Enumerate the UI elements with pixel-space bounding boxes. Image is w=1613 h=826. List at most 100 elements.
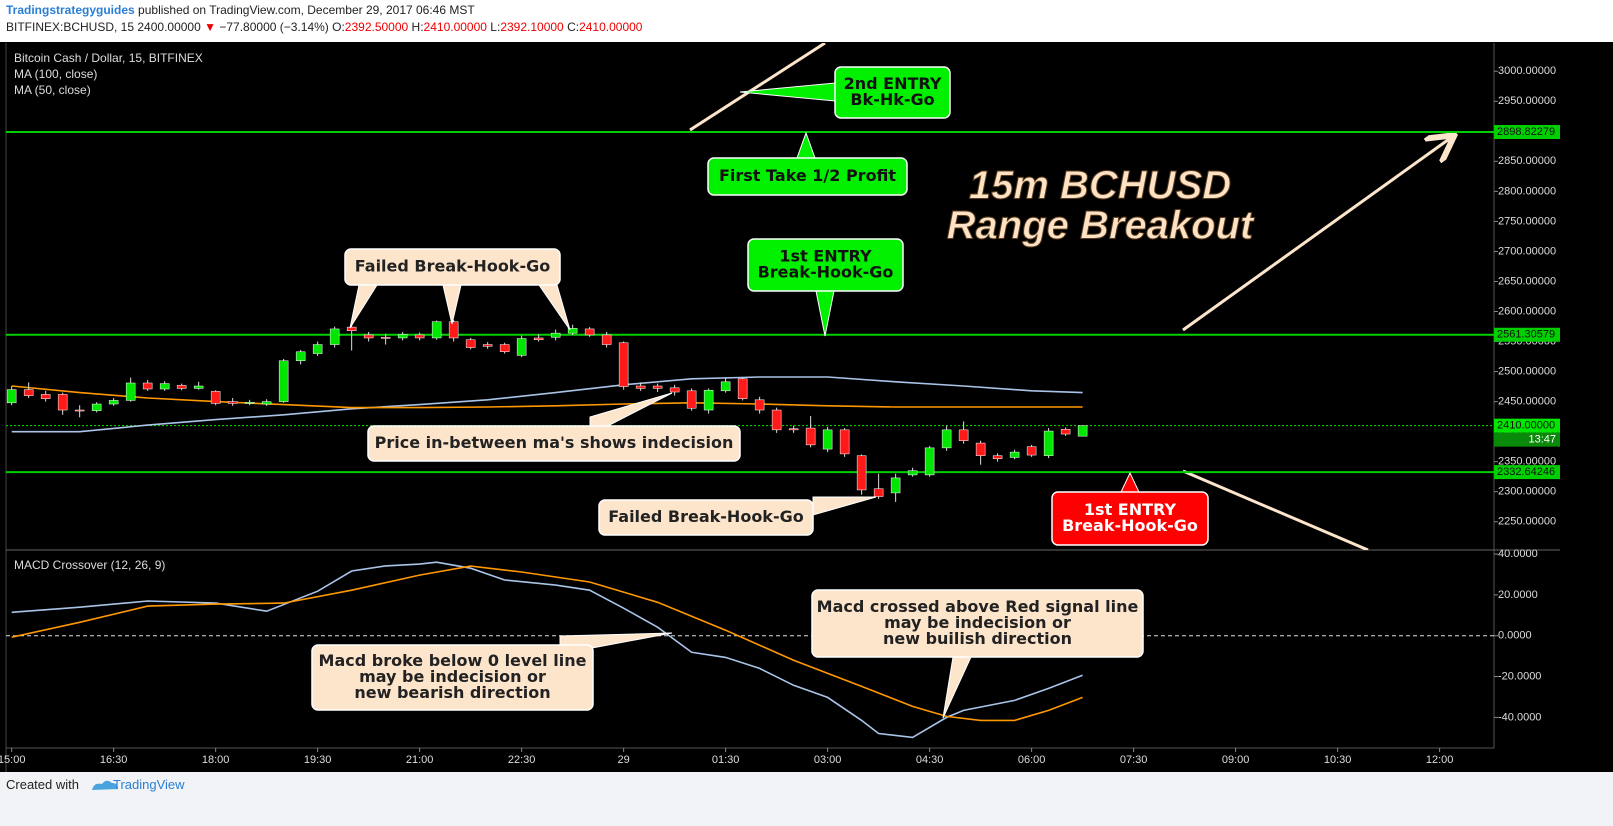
x-tick-label: 04:30: [916, 754, 944, 766]
ohlc-key: C:: [567, 20, 580, 34]
candle-body: [703, 389, 714, 411]
candle-body: [856, 455, 867, 491]
x-tick-label: 01:30: [712, 754, 740, 766]
trendline: [689, 43, 826, 132]
x-tick-label: 15:00: [0, 754, 25, 766]
candle-body: [108, 400, 119, 405]
candle-body: [941, 429, 952, 449]
callout-box: [598, 499, 814, 536]
candle-body: [261, 401, 272, 405]
candle-body: [516, 338, 527, 356]
callout-text: Failed Break-Hook-Go: [355, 257, 550, 276]
candle-body: [669, 387, 680, 393]
y-tick-label: 2600.00000: [1498, 305, 1556, 317]
price: 2400.00000: [137, 20, 201, 34]
callout-text: Failed Break-Hook-Go: [608, 507, 803, 526]
y-tick-label: 2300.00000: [1498, 486, 1556, 498]
candle-body: [958, 429, 969, 441]
level-label-box: [1494, 465, 1560, 480]
y-tick-label: 2950.00000: [1498, 95, 1556, 107]
candle-body: [533, 337, 544, 341]
level-label: 2561.30579: [1497, 329, 1555, 341]
published: published on TradingView.com, December 2…: [138, 3, 475, 17]
author-link[interactable]: Tradingstrategyguides: [6, 3, 135, 17]
callout-box: [747, 238, 904, 292]
candle-body: [465, 339, 476, 348]
candle-body: [176, 385, 187, 389]
candle-body: [448, 321, 459, 339]
y-tick-label: 40.0000: [1498, 548, 1538, 560]
candle-body: [839, 429, 850, 455]
candle-body: [380, 337, 391, 339]
candle-body: [550, 332, 561, 338]
candle-body: [635, 385, 646, 389]
candle-body: [907, 470, 918, 476]
candle-body: [40, 394, 51, 399]
candle-body: [23, 389, 34, 396]
x-tick-label: 10:30: [1324, 754, 1352, 766]
footer-background: [0, 772, 1613, 826]
last-price-box: [1494, 418, 1560, 433]
candle-body: [618, 342, 629, 387]
y-tick-label: 2500.00000: [1498, 365, 1556, 377]
y-tick-label: 2850.00000: [1498, 155, 1556, 167]
candle-body: [142, 382, 153, 390]
candle-body: [227, 401, 238, 404]
y-tick-label: 2700.00000: [1498, 245, 1556, 257]
candle-body: [91, 403, 102, 411]
x-tick-label: 22:30: [508, 754, 536, 766]
callout-text: Macd crossed above Red signal line: [817, 597, 1139, 616]
candle-body: [975, 442, 986, 456]
candle-body: [737, 378, 748, 399]
callout-text: new bearish direction: [354, 683, 550, 702]
legend-entry: MA (100, close): [14, 67, 97, 81]
candle-body: [873, 488, 884, 497]
callout-text: 1st ENTRY: [779, 247, 872, 266]
line-series: [11, 385, 1083, 409]
callout-text: 1st ENTRY: [1084, 500, 1177, 519]
callout-box: [811, 589, 1144, 658]
y-tick-label: 3000.00000: [1498, 65, 1556, 77]
line-series: [11, 565, 1083, 722]
callout-text: Price in-between ma's shows indecision: [375, 433, 734, 452]
callout-box: [1051, 491, 1209, 546]
change: −77.80000 (−3.14%): [219, 20, 329, 34]
headline: Range Breakout: [947, 204, 1255, 248]
candle-body: [414, 334, 425, 339]
candle-body: [193, 385, 204, 389]
y-tick-label: 2800.00000: [1498, 185, 1556, 197]
x-tick-label: 03:00: [814, 754, 842, 766]
candle-body: [482, 344, 493, 347]
callout-text: Break-Hook-Go: [758, 263, 894, 282]
candle-body: [312, 344, 323, 354]
callout-box: [311, 644, 594, 711]
last-time-box: [1494, 432, 1560, 447]
trendline: [1182, 137, 1452, 332]
x-tick-label: 06:00: [1018, 754, 1046, 766]
candle-body: [1026, 446, 1037, 456]
candle-body: [397, 334, 408, 339]
candle-body: [652, 385, 663, 389]
callout: Price in-between ma's shows indecision: [367, 392, 741, 462]
callout-box: [834, 66, 951, 119]
level-label-box: [1494, 125, 1560, 140]
candle-body: [567, 328, 578, 334]
callout-text: Break-Hook-Go: [1062, 516, 1198, 535]
ohlc-key: L:: [490, 20, 501, 34]
symbol-line: BITFINEX:BCHUSD, 15 2400.00000 ▼ −77.800…: [6, 19, 642, 36]
callout-box: [367, 425, 741, 462]
brand-link[interactable]: TradingView: [112, 777, 185, 792]
candle-body: [890, 477, 901, 494]
legend-entry: MA (50, close): [14, 83, 91, 97]
candle-body: [6, 389, 17, 404]
line-series: [11, 561, 1083, 739]
candle-body: [771, 409, 782, 431]
candle-body: [601, 334, 612, 345]
callout: First Take 1/2 Profit: [707, 131, 908, 196]
y-tick-label: 2750.00000: [1498, 215, 1556, 227]
candle-body: [74, 409, 85, 412]
